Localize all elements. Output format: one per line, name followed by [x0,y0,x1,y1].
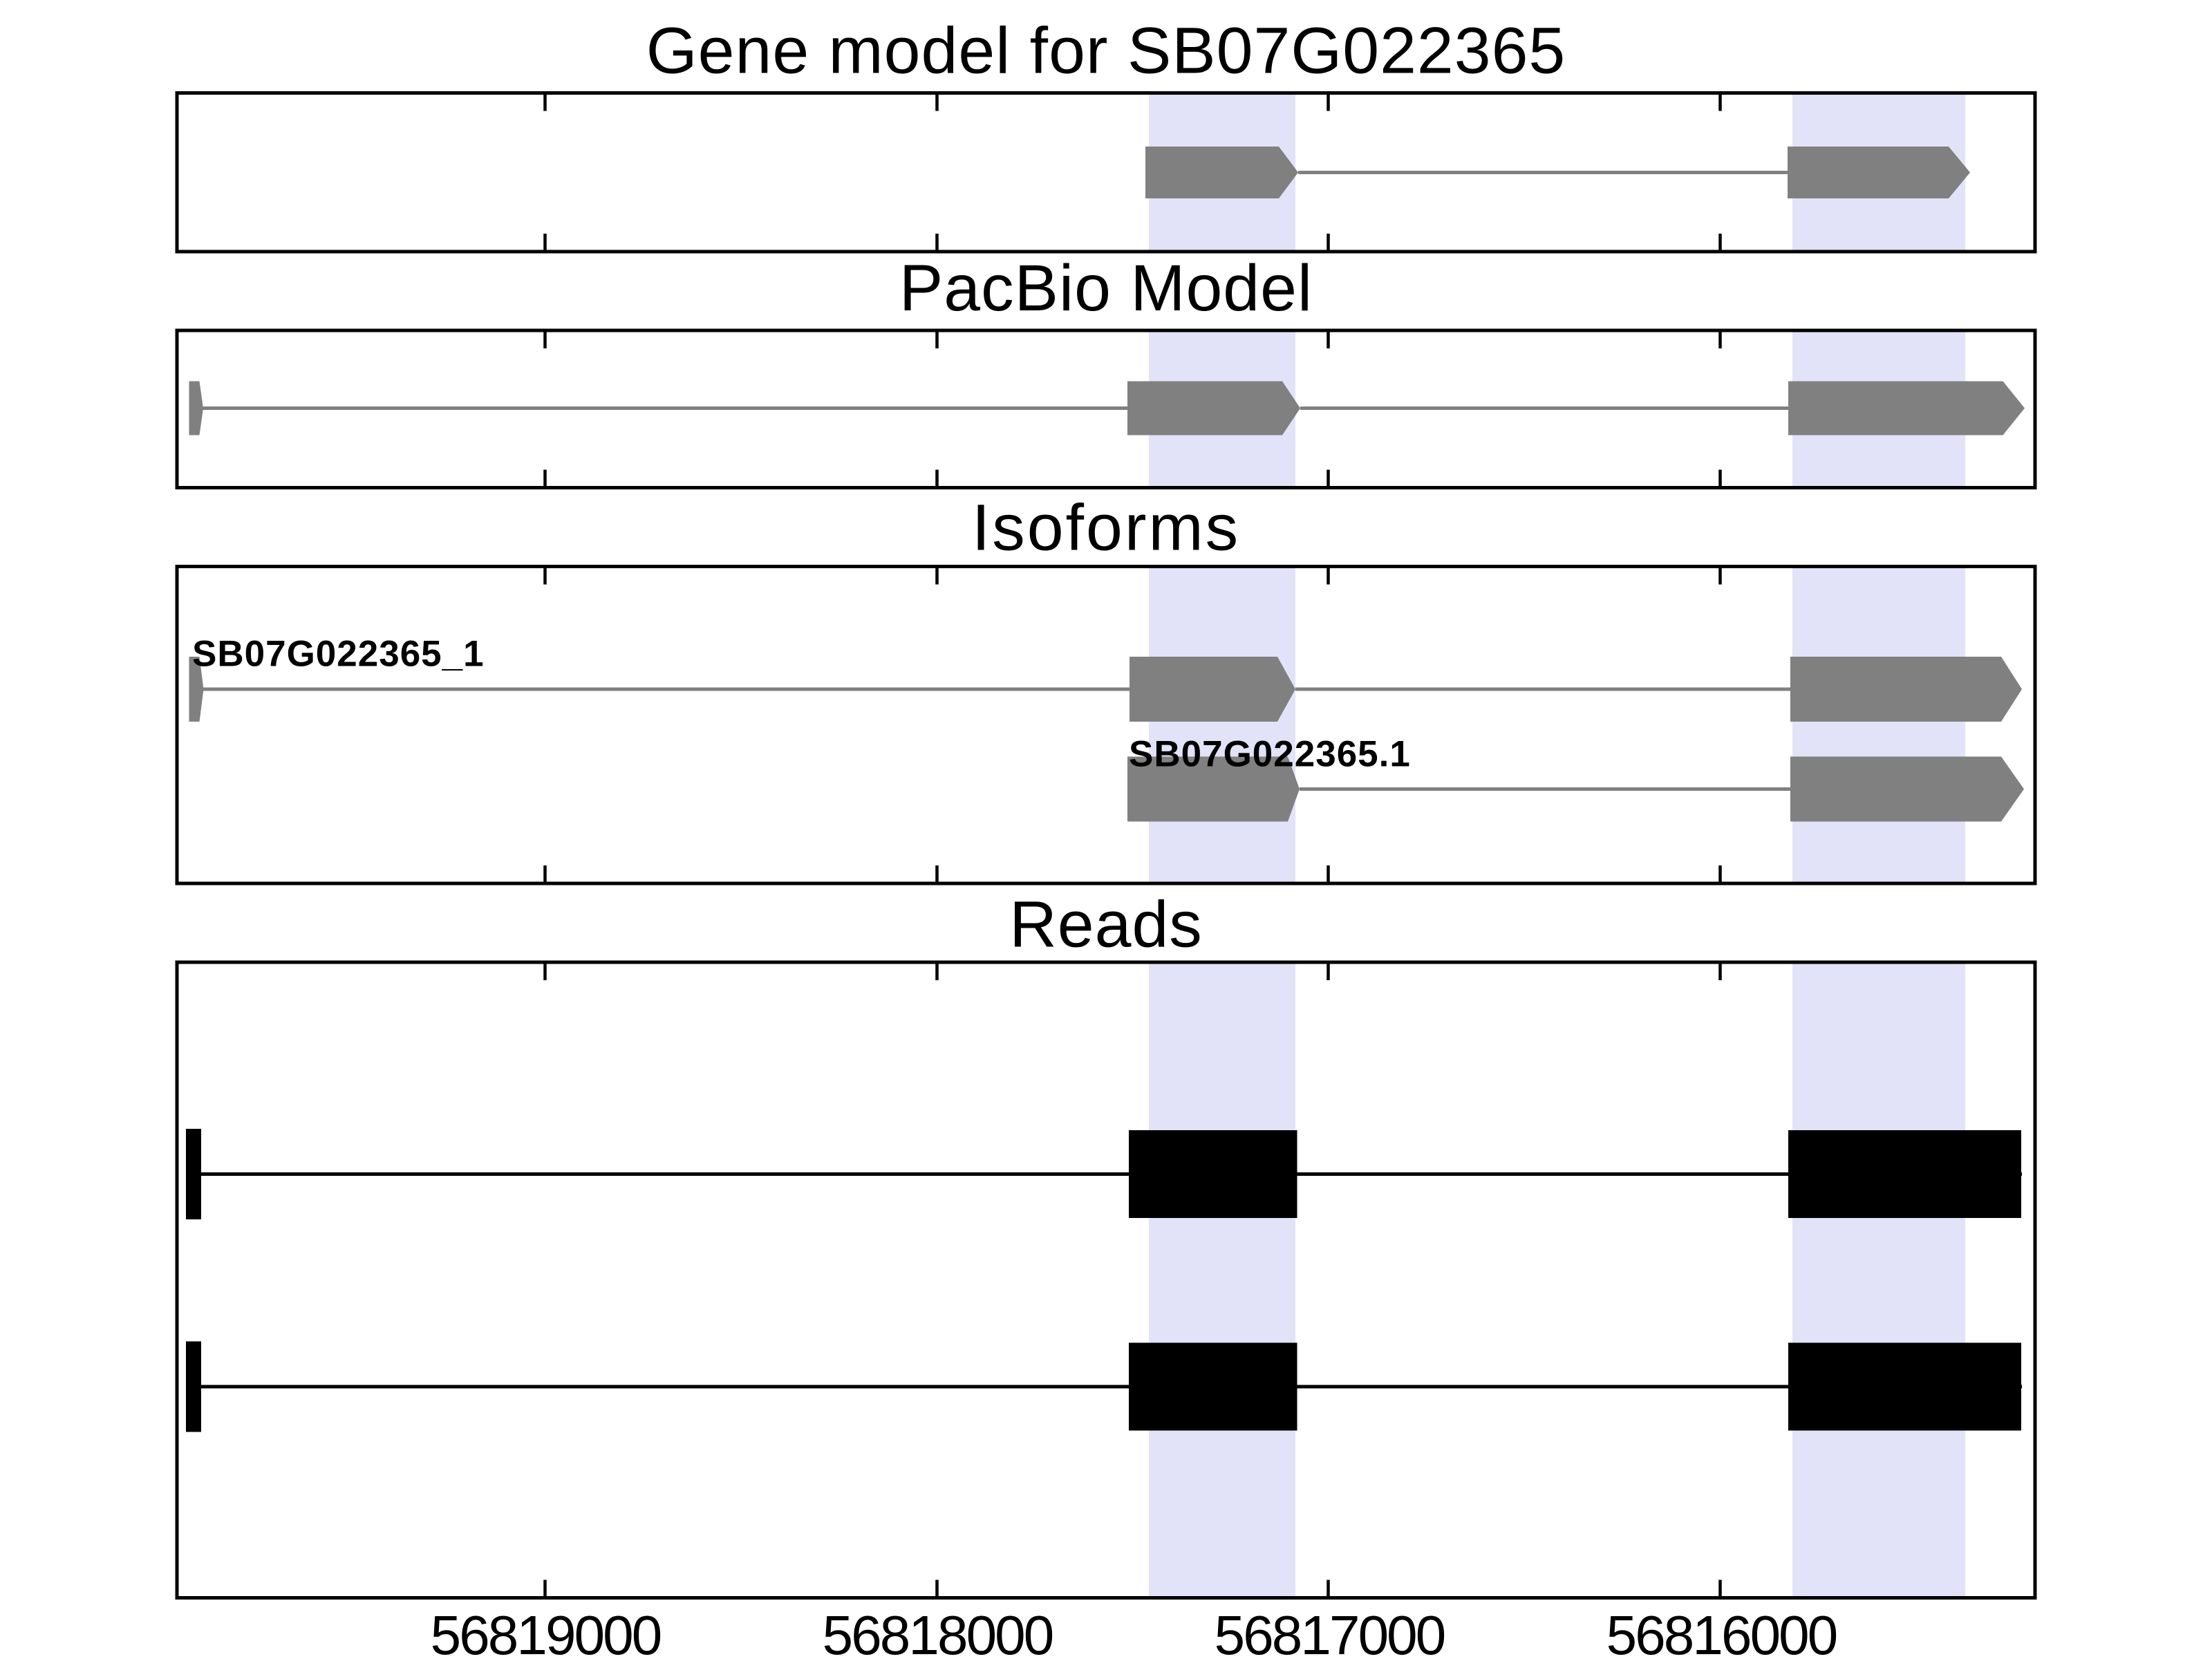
svg-text:56818000: 56818000 [823,1604,1053,1659]
svg-text:56817000: 56817000 [1215,1604,1445,1659]
svg-text:56819000: 56819000 [431,1604,661,1659]
svg-text:56816000: 56816000 [1606,1604,1837,1659]
svg-text:PacBio Model: PacBio Model [899,252,1313,325]
svg-text:SB07G022365_1: SB07G022365_1 [192,634,485,675]
svg-text:Gene model for SB07G022365: Gene model for SB07G022365 [646,15,1566,88]
svg-text:Reads: Reads [1009,888,1203,962]
svg-text:SB07G022365.1: SB07G022365.1 [1129,734,1411,775]
svg-text:Isoforms: Isoforms [972,491,1240,565]
